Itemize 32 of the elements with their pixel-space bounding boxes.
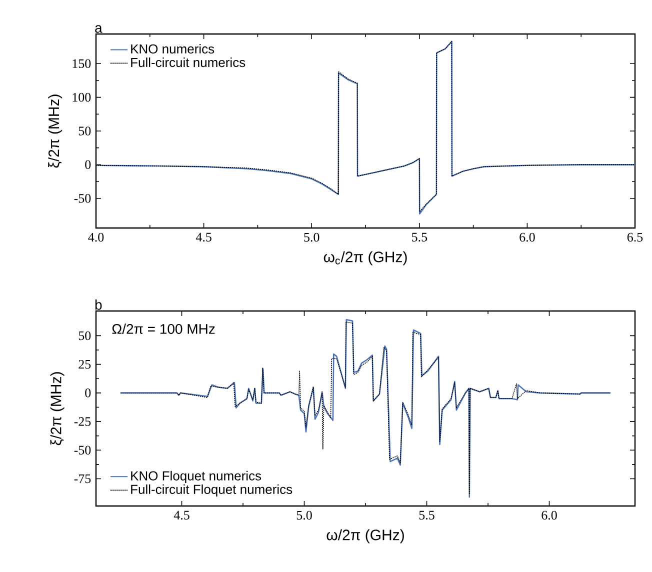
annotation: Ω/2π = 100 MHz xyxy=(112,324,215,334)
x-tick-label: 5.5 xyxy=(419,510,434,520)
y-tick-label: 150 xyxy=(72,59,91,68)
y-tick-label: 25 xyxy=(78,360,91,369)
y-tick-label: 50 xyxy=(78,331,91,340)
x-tick-label: 6.5 xyxy=(627,232,643,242)
x-tick-label: 4.5 xyxy=(174,510,190,520)
x-tick-label: 5.0 xyxy=(296,510,312,520)
y-axis-title: ξ/2π (MHz) xyxy=(48,94,62,168)
y-tick-label: 0 xyxy=(85,160,91,170)
legend-label: KNO Floquet numerics xyxy=(131,470,262,484)
legend-label: Full-circuit numerics xyxy=(131,58,246,68)
x-tick-label: 5.0 xyxy=(304,232,320,242)
x-tick-label: 6.0 xyxy=(542,510,557,520)
x-tick-label: 4.0 xyxy=(88,232,104,242)
y-axis-title: ξ/2π (MHz) xyxy=(50,372,64,446)
x-axis-title: ω/2π (GHz) xyxy=(326,529,404,544)
x-tick-label: 4.5 xyxy=(196,232,212,242)
y-tick-label: -50 xyxy=(74,446,91,455)
text: a xyxy=(95,25,102,33)
x-axis-title: ω$_{c}$/2π (GHz) xyxy=(324,251,407,266)
legend-label: Full-circuit Floquet numerics xyxy=(131,484,292,497)
y-tick-label: 0 xyxy=(85,388,91,398)
y-tick-label: -50 xyxy=(74,194,91,203)
x-tick-label: 5.5 xyxy=(412,232,428,242)
y-tick-label: -75 xyxy=(74,474,91,484)
legend-label: KNO numerics xyxy=(131,44,214,54)
y-tick-label: 100 xyxy=(72,92,91,102)
y-tick-label: 50 xyxy=(78,126,91,136)
text: b xyxy=(95,300,102,310)
y-tick-label: -25 xyxy=(74,417,91,426)
x-tick-label: 6.0 xyxy=(520,232,535,242)
